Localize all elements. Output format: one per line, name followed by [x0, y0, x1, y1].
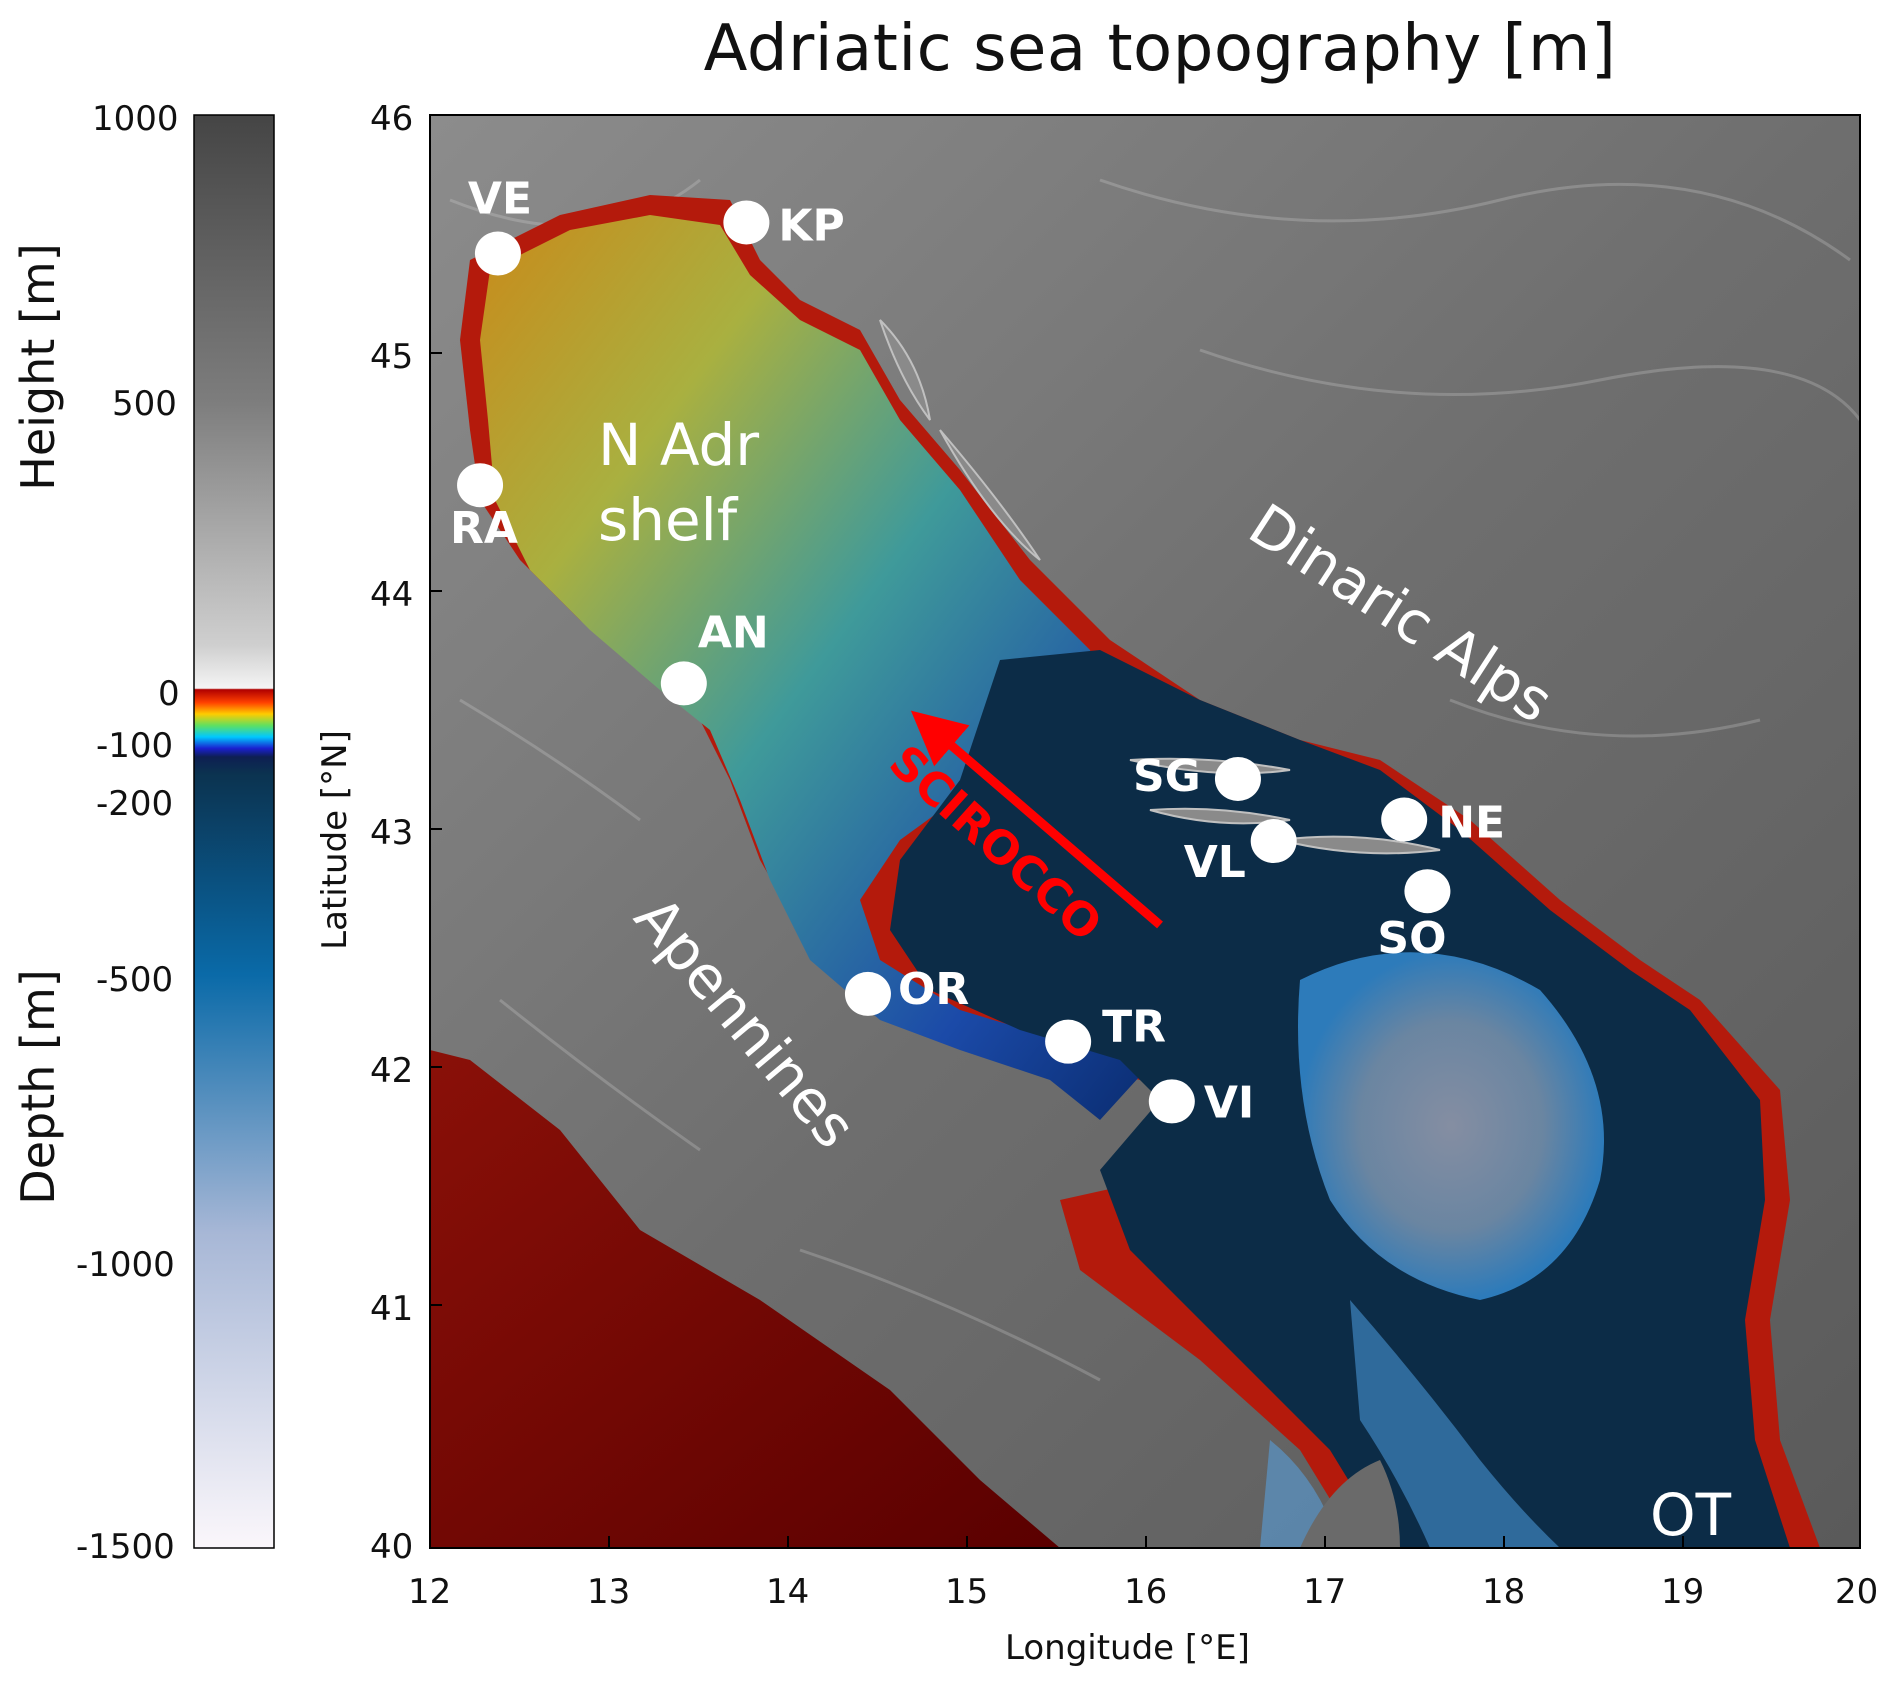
- y-tick: 45: [370, 337, 414, 377]
- region-n-adr: N Adr: [598, 411, 759, 479]
- station-label-vi: VI: [1204, 1077, 1254, 1128]
- y-tick: 41: [370, 1289, 414, 1329]
- station-label-kp: KP: [778, 200, 844, 251]
- station-marker-ne: [1381, 797, 1428, 842]
- station-label-an: AN: [698, 607, 769, 658]
- y-tick: 43: [370, 813, 414, 853]
- station-label-sg: SG: [1133, 751, 1201, 802]
- colorbar-tick: -200: [96, 784, 174, 824]
- x-tick: 15: [945, 1572, 989, 1612]
- colorbar-tick: -100: [96, 726, 174, 766]
- x-tick: 16: [1124, 1572, 1168, 1612]
- station-marker-so: [1404, 869, 1451, 914]
- station-marker-kp: [723, 200, 770, 245]
- station-marker-ra: [457, 463, 504, 508]
- colorbar-tick: -500: [96, 960, 174, 1000]
- map-title: Adriatic sea topography [m]: [703, 12, 1617, 86]
- x-tick: 12: [408, 1572, 452, 1612]
- station-marker-an: [660, 661, 707, 706]
- station-label-ne: NE: [1438, 798, 1505, 849]
- colorbar-tick: -1500: [76, 1527, 175, 1567]
- x-tick: 19: [1661, 1572, 1705, 1612]
- station-marker-vl: [1250, 819, 1297, 864]
- y-tick: 46: [370, 99, 414, 139]
- colorbar-tick: 0: [158, 674, 180, 714]
- x-tick: 14: [766, 1572, 810, 1612]
- south-adriatic-pit: [1298, 952, 1604, 1300]
- y-tick: 40: [370, 1527, 414, 1567]
- region-shelf: shelf: [598, 486, 739, 554]
- station-label-vl: VL: [1184, 837, 1246, 888]
- station-label-ra: RA: [450, 503, 518, 554]
- colorbar-tick: -1000: [76, 1245, 175, 1285]
- x-tick: 18: [1482, 1572, 1526, 1612]
- x-axis-title: Longitude [°E]: [1005, 1628, 1250, 1668]
- x-tick: 17: [1303, 1572, 1347, 1612]
- y-tick: 42: [370, 1051, 414, 1091]
- y-tick: 44: [370, 575, 414, 615]
- x-tick: 13: [587, 1572, 631, 1612]
- tyrrhenian-sea: [430, 1050, 1060, 1548]
- colorbar: [193, 114, 275, 1549]
- station-marker-ve: [474, 231, 521, 276]
- station-marker-tr: [1045, 1019, 1092, 1064]
- station-marker-vi: [1148, 1079, 1195, 1124]
- colorbar-tick: 1000: [92, 99, 179, 139]
- station-label-ve: VE: [468, 174, 532, 225]
- station-label-or: OR: [898, 964, 969, 1015]
- x-tick: 20: [1835, 1572, 1879, 1612]
- colorbar-tick: 500: [112, 384, 177, 424]
- station-label-so: SO: [1377, 913, 1446, 964]
- north-adriatic-shelf: [480, 215, 1150, 1120]
- scirocco-arrow: [910, 710, 1163, 929]
- region-ot: OT: [1650, 1481, 1732, 1549]
- station-marker-or: [844, 971, 891, 1016]
- station-marker-sg: [1214, 756, 1261, 801]
- station-label-tr: TR: [1102, 1002, 1166, 1053]
